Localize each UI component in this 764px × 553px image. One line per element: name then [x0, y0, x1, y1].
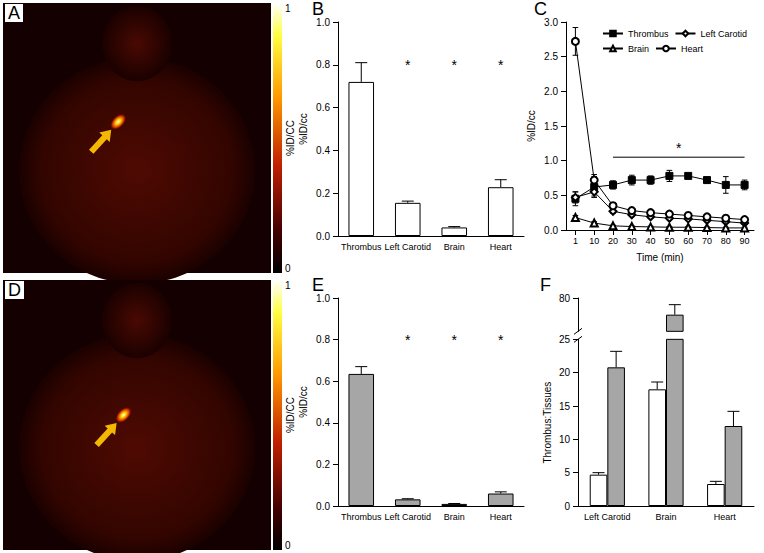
- svg-text:50: 50: [664, 236, 674, 246]
- svg-text:10: 10: [589, 236, 599, 246]
- svg-text:30: 30: [627, 236, 637, 246]
- svg-text:Left Carotid: Left Carotid: [584, 512, 631, 522]
- svg-text:Time (min): Time (min): [636, 252, 683, 263]
- svg-text:%ID/CC: %ID/CC: [285, 120, 296, 156]
- svg-text:20: 20: [559, 367, 571, 378]
- svg-text:*: *: [498, 332, 504, 348]
- svg-text:1: 1: [285, 280, 291, 291]
- svg-text:Brain: Brain: [628, 44, 649, 54]
- svg-text:1.5: 1.5: [544, 121, 558, 132]
- svg-text:20: 20: [608, 236, 618, 246]
- svg-text:0: 0: [285, 540, 291, 551]
- svg-text:10: 10: [559, 434, 571, 445]
- svg-text:0: 0: [564, 501, 570, 512]
- svg-text:Thrombus: Thrombus: [341, 512, 382, 522]
- svg-text:0.0: 0.0: [544, 225, 558, 236]
- svg-text:Thrombus: Thrombus: [628, 29, 669, 39]
- svg-text:60: 60: [683, 236, 693, 246]
- svg-text:0.0: 0.0: [316, 501, 330, 512]
- svg-text:Heart: Heart: [490, 512, 513, 522]
- svg-text:0.5: 0.5: [544, 190, 558, 201]
- svg-text:%ID/cc: %ID/cc: [298, 386, 309, 418]
- svg-text:*: *: [452, 332, 458, 348]
- svg-text:A: A: [8, 3, 20, 23]
- svg-text:*: *: [405, 332, 411, 348]
- svg-text:0.2: 0.2: [316, 188, 330, 199]
- svg-text:0.6: 0.6: [316, 376, 330, 387]
- svg-text:D: D: [8, 280, 21, 300]
- svg-text:0.2: 0.2: [316, 459, 330, 470]
- svg-text:90: 90: [740, 236, 750, 246]
- svg-text:Heart: Heart: [681, 44, 704, 54]
- svg-text:80: 80: [559, 293, 571, 304]
- svg-text:C: C: [534, 0, 547, 19]
- svg-text:Thrombus:Tissues: Thrombus:Tissues: [542, 382, 553, 464]
- svg-text:2.5: 2.5: [544, 51, 558, 62]
- svg-text:1.0: 1.0: [316, 16, 330, 28]
- svg-text:Thrombus: Thrombus: [341, 242, 382, 252]
- svg-text:0: 0: [285, 263, 291, 274]
- svg-text:*: *: [498, 57, 504, 73]
- svg-text:*: *: [405, 57, 411, 73]
- svg-text:Left Carotid: Left Carotid: [384, 242, 431, 252]
- svg-text:3.0: 3.0: [544, 16, 558, 28]
- svg-text:1: 1: [285, 3, 291, 14]
- svg-text:Heart: Heart: [714, 512, 737, 522]
- svg-text:%ID/cc: %ID/cc: [298, 113, 309, 145]
- svg-text:1.0: 1.0: [544, 155, 558, 166]
- svg-text:80: 80: [721, 236, 731, 246]
- svg-text:0.6: 0.6: [316, 102, 330, 113]
- svg-text:Brain: Brain: [444, 242, 465, 252]
- svg-text:B: B: [312, 0, 324, 19]
- svg-text:E: E: [312, 275, 324, 295]
- svg-text:F: F: [540, 275, 551, 295]
- svg-text:15: 15: [559, 401, 571, 412]
- svg-text:%ID/cc: %ID/cc: [526, 110, 537, 142]
- svg-text:0.0: 0.0: [316, 231, 330, 242]
- svg-text:0.8: 0.8: [316, 59, 330, 70]
- svg-text:%ID/CC: %ID/CC: [285, 397, 296, 433]
- svg-text:0.8: 0.8: [316, 334, 330, 345]
- svg-text:5: 5: [564, 467, 570, 478]
- svg-text:40: 40: [646, 236, 656, 246]
- svg-text:Brain: Brain: [655, 512, 676, 522]
- svg-text:0.4: 0.4: [316, 417, 330, 428]
- svg-text:70: 70: [702, 236, 712, 246]
- svg-text:1: 1: [573, 236, 578, 246]
- svg-text:1.0: 1.0: [316, 292, 330, 304]
- svg-text:0.4: 0.4: [316, 145, 330, 156]
- svg-text:Left Carotid: Left Carotid: [700, 29, 747, 39]
- svg-text:*: *: [452, 57, 458, 73]
- svg-text:Left Carotid: Left Carotid: [384, 512, 431, 522]
- svg-text:25: 25: [559, 334, 571, 345]
- svg-text:*: *: [676, 140, 682, 156]
- svg-text:Brain: Brain: [444, 512, 465, 522]
- svg-text:2.0: 2.0: [544, 86, 558, 97]
- svg-text:Heart: Heart: [490, 242, 513, 252]
